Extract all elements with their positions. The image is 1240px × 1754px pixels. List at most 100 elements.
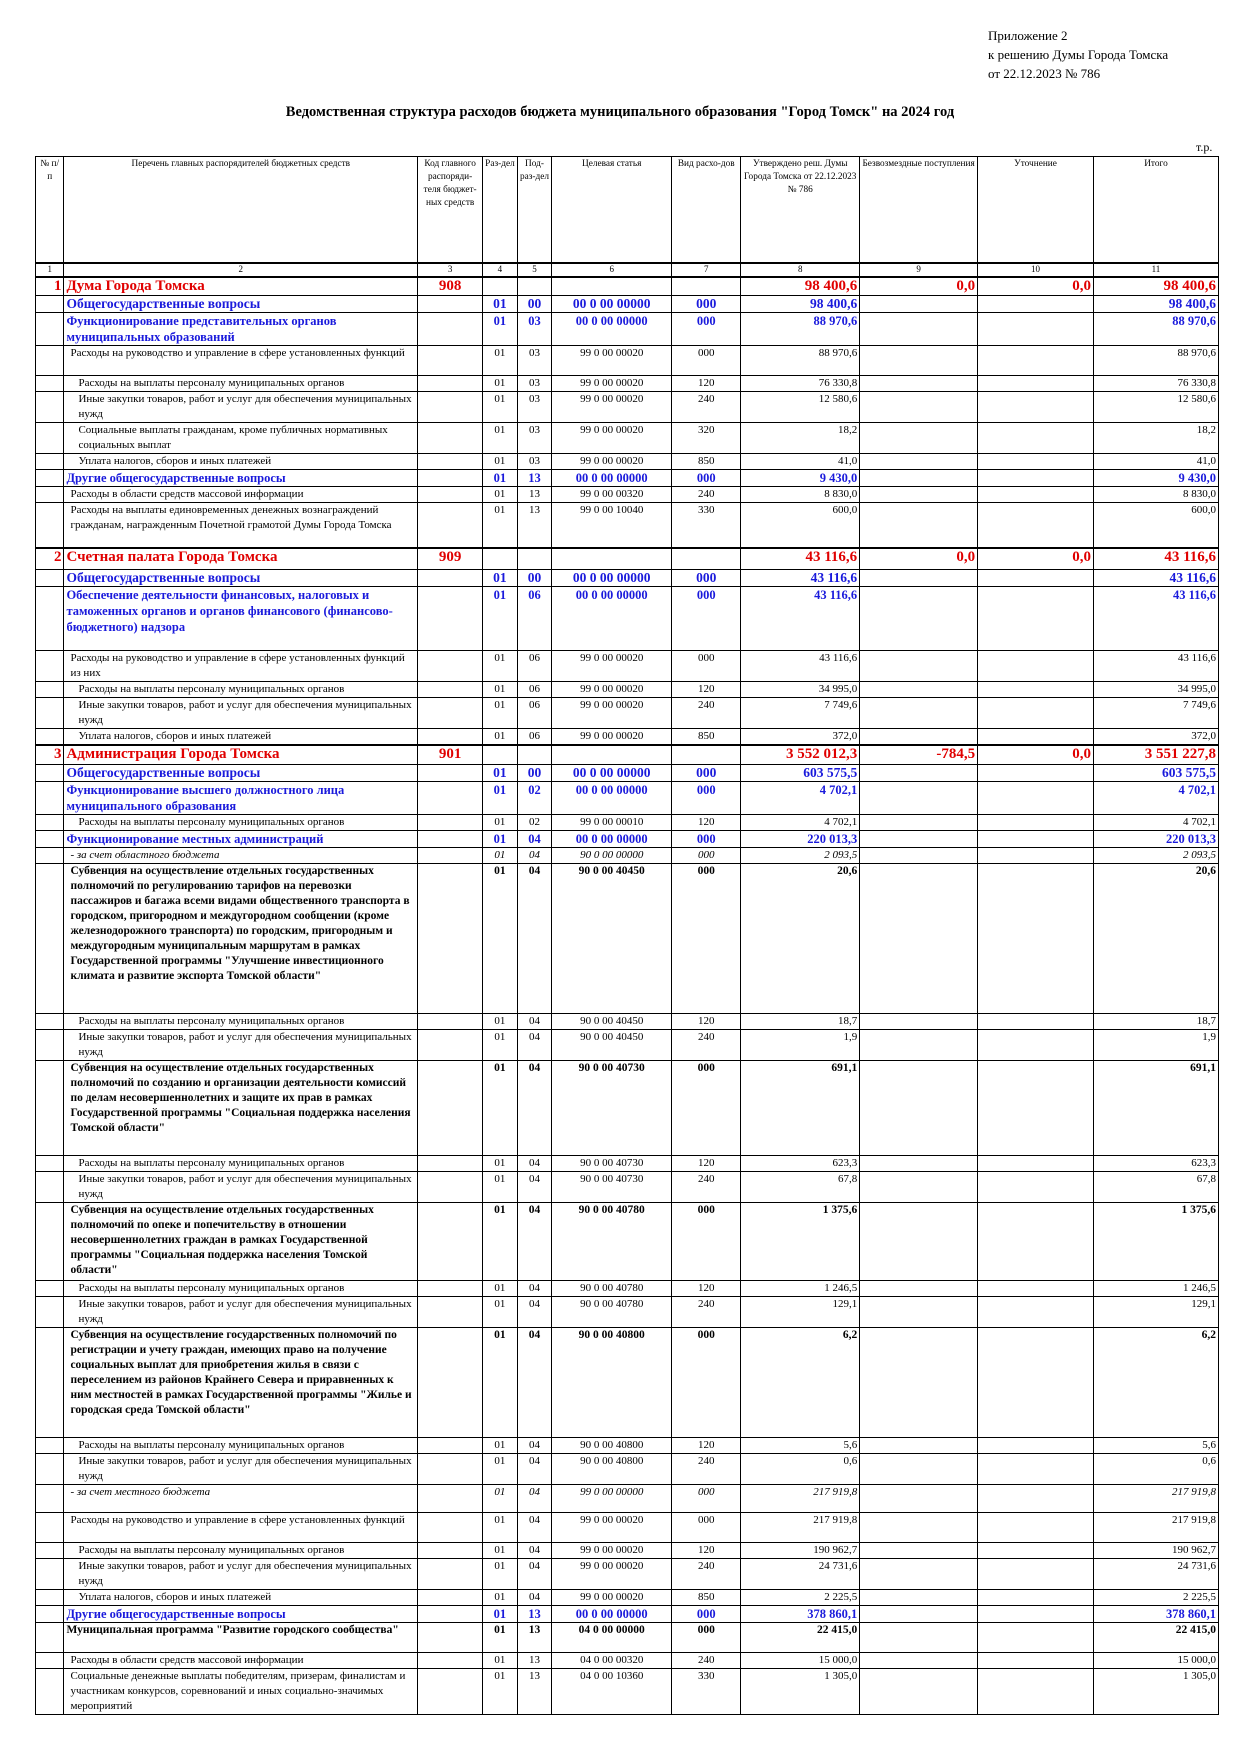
- row-section: 01: [482, 312, 518, 346]
- row-subsection: 03: [516, 312, 553, 346]
- row-subsection: 04: [516, 830, 553, 848]
- row-target-article: 90 0 00 40730: [551, 1155, 673, 1172]
- row-section: 01: [482, 1327, 518, 1438]
- approval-line-1: Приложение 2: [988, 28, 1068, 43]
- row-number: [34, 345, 65, 376]
- row-adjustment-amount: [977, 1013, 1094, 1030]
- row-name: Функционирование представительных органо…: [63, 312, 419, 346]
- row-target-article: 99 0 00 00020: [551, 391, 673, 423]
- table-row: Функционирование местных администраций 01…: [34, 830, 1220, 848]
- table-row: - за счет областного бюджета 01 04 90 0 00 …: [34, 847, 1220, 864]
- row-name: Расходы на выплаты персоналу муниципальн…: [63, 681, 419, 698]
- row-code: [417, 502, 484, 548]
- row-name: Субвенция на осуществление отдельных гос…: [63, 1060, 419, 1156]
- column-number: 5: [516, 262, 553, 278]
- row-grants-amount: [859, 502, 979, 548]
- row-subsection: 13: [516, 1668, 553, 1715]
- row-expense-type: 000: [671, 1060, 742, 1156]
- column-number: 2: [63, 262, 419, 278]
- budget-table: № п/п Перечень главных распорядителей бю…: [34, 156, 1220, 1715]
- row-grants-amount: [859, 863, 979, 1014]
- row-name: Общегосударственные вопросы: [63, 764, 419, 782]
- row-subsection: 04: [516, 1512, 553, 1543]
- row-expense-type: [671, 744, 742, 765]
- row-approved-amount: 8 830,0: [740, 486, 861, 503]
- row-name: Счетная палата Города Томска: [63, 546, 419, 570]
- header-total: Итого: [1092, 156, 1220, 264]
- row-target-article: 00 0 00 00000: [551, 569, 673, 587]
- row-target-article: 90 0 00 40780: [551, 1296, 673, 1328]
- row-name: Иные закупки товаров, работ и услуг для …: [63, 391, 419, 423]
- row-number: [34, 391, 65, 423]
- row-subsection: 04: [516, 847, 553, 864]
- row-total-amount: 0,6: [1092, 1453, 1220, 1485]
- row-name: Общегосударственные вопросы: [63, 295, 419, 313]
- row-name: Расходы в области средств массовой инфор…: [63, 1652, 419, 1669]
- row-subsection: 04: [516, 1029, 553, 1061]
- table-row: Иные закупки товаров, работ и услуг для …: [34, 1453, 1220, 1485]
- row-section: 01: [482, 1029, 518, 1061]
- row-adjustment-amount: [977, 1202, 1094, 1281]
- row-approved-amount: 98 400,6: [740, 276, 861, 296]
- row-adjustment-amount: [977, 697, 1094, 729]
- table-row: Субвенция на осуществление государственн…: [34, 1327, 1220, 1438]
- table-row: Расходы на выплаты персоналу муниципальн…: [34, 375, 1220, 392]
- header-name: Перечень главных распорядителей бюджетны…: [63, 156, 419, 264]
- row-adjustment-amount: 0,0: [977, 276, 1094, 296]
- row-number: [34, 1202, 65, 1281]
- row-code: [417, 781, 484, 815]
- row-section: 01: [482, 295, 518, 313]
- row-approved-amount: 600,0: [740, 502, 861, 548]
- row-expense-type: 240: [671, 1652, 742, 1669]
- row-section: 01: [482, 1171, 518, 1203]
- row-subsection: 06: [516, 697, 553, 729]
- row-adjustment-amount: [977, 650, 1094, 682]
- row-section: 01: [482, 814, 518, 831]
- row-adjustment-amount: [977, 453, 1094, 470]
- row-expense-type: 000: [671, 569, 742, 587]
- row-adjustment-amount: [977, 781, 1094, 815]
- unit-label: т.р.: [1196, 140, 1213, 154]
- row-total-amount: 603 575,5: [1092, 764, 1220, 782]
- row-adjustment-amount: 0,0: [977, 546, 1094, 570]
- row-expense-type: 000: [671, 1484, 742, 1513]
- row-name: Субвенция на осуществление государственн…: [63, 1327, 419, 1438]
- row-number: [34, 1668, 65, 1715]
- row-total-amount: 43 116,6: [1092, 650, 1220, 682]
- row-code: [417, 728, 484, 746]
- row-grants-amount: 0,0: [859, 546, 979, 570]
- row-code: [417, 469, 484, 487]
- row-grants-amount: [859, 295, 979, 313]
- row-approved-amount: 22 415,0: [740, 1622, 861, 1653]
- row-target-article: 99 0 00 00010: [551, 814, 673, 831]
- row-target-article: 90 0 00 40730: [551, 1171, 673, 1203]
- row-adjustment-amount: [977, 1296, 1094, 1328]
- row-expense-type: 240: [671, 1453, 742, 1485]
- row-number: [34, 1327, 65, 1438]
- row-adjustment-amount: [977, 1484, 1094, 1513]
- row-section: 01: [482, 1296, 518, 1328]
- row-code: [417, 569, 484, 587]
- row-approved-amount: 7 749,6: [740, 697, 861, 729]
- table-row: Расходы на выплаты единовременных денежн…: [34, 502, 1220, 548]
- row-total-amount: 220 013,3: [1092, 830, 1220, 848]
- row-name: Расходы на выплаты персоналу муниципальн…: [63, 1280, 419, 1297]
- row-name: Иные закупки товаров, работ и услуг для …: [63, 1029, 419, 1061]
- row-target-article: 99 0 00 00020: [551, 375, 673, 392]
- row-approved-amount: 18,2: [740, 422, 861, 454]
- row-target-article: [551, 546, 673, 570]
- row-name: Другие общегосударственные вопросы: [63, 469, 419, 487]
- row-adjustment-amount: [977, 312, 1094, 346]
- row-grants-amount: [859, 814, 979, 831]
- row-total-amount: 1 305,0: [1092, 1668, 1220, 1715]
- row-expense-type: 330: [671, 1668, 742, 1715]
- table-row: Иные закупки товаров, работ и услуг для …: [34, 391, 1220, 423]
- row-section: 01: [482, 1155, 518, 1172]
- row-target-article: 90 0 00 40780: [551, 1280, 673, 1297]
- row-adjustment-amount: [977, 486, 1094, 503]
- row-approved-amount: 217 919,8: [740, 1512, 861, 1543]
- header-row: № п/п Перечень главных распорядителей бю…: [34, 156, 1220, 264]
- row-total-amount: 6,2: [1092, 1327, 1220, 1438]
- row-approved-amount: 43 116,6: [740, 586, 861, 651]
- table-row: Функционирование высшего должностного ли…: [34, 781, 1220, 815]
